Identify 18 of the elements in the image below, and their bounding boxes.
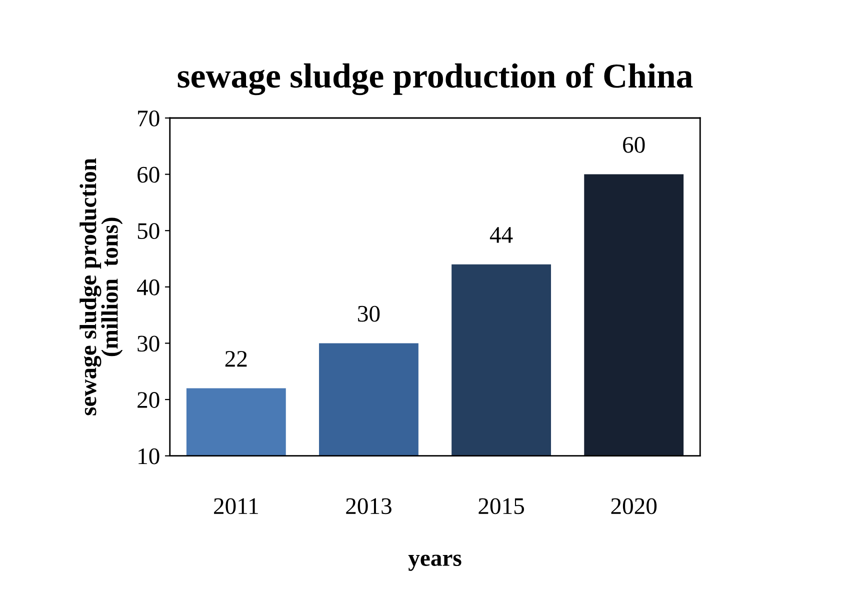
x-tick-label: 2020: [611, 498, 657, 514]
y-tick-label: 40: [137, 279, 160, 296]
y-tick-label: 70: [138, 110, 160, 126]
x-tick-label: 2011: [214, 498, 258, 514]
y-tick-label: 50: [138, 223, 160, 240]
y-tick-label: 10: [138, 448, 160, 464]
data-label: 30: [358, 306, 380, 322]
x-tick-label: 2015: [478, 498, 524, 514]
x-tick-label: 2013: [346, 498, 392, 514]
chart-title: sewage sludge production of China: [178, 63, 693, 96]
data-label: 44: [490, 227, 513, 243]
y-tick-label: 30: [138, 336, 160, 352]
x-axis-title: years: [408, 554, 462, 571]
y-tick-label: 20: [138, 392, 160, 408]
y-axis-title: sewage sludge production (million tons): [80, 158, 123, 416]
data-label: 60: [623, 136, 645, 153]
data-label: 22: [225, 350, 247, 367]
y-tick-label: 60: [138, 166, 160, 183]
